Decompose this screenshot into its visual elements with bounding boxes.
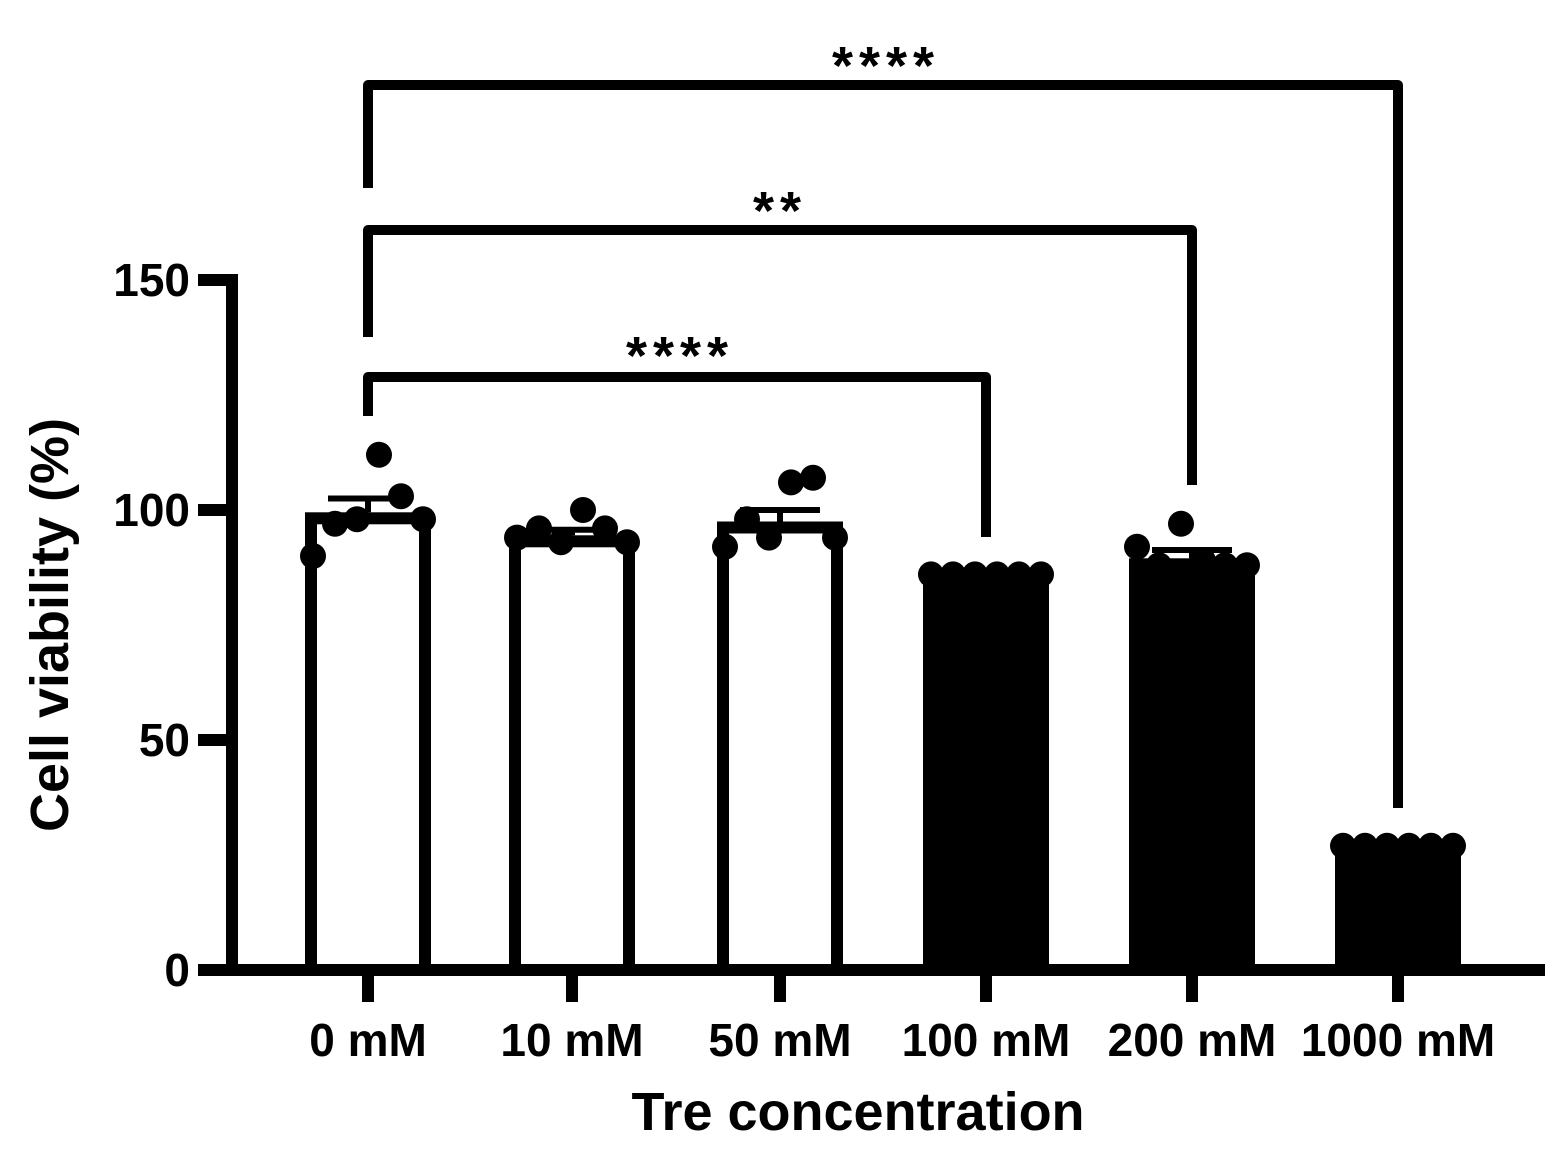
significance-brackets: ********** bbox=[363, 36, 1403, 808]
data-point bbox=[712, 533, 738, 560]
data-point bbox=[1124, 533, 1150, 560]
significance-bracket bbox=[363, 372, 991, 537]
bar-0-mm bbox=[305, 512, 431, 976]
x-tick-label: 50 mM bbox=[708, 1014, 851, 1066]
x-tick-label: 200 mM bbox=[1108, 1014, 1277, 1066]
bar-100-mm bbox=[923, 576, 1049, 976]
data-point bbox=[366, 441, 392, 468]
y-tick-label: 0 bbox=[164, 944, 190, 996]
data-point bbox=[822, 524, 848, 551]
x-tick-label: 100 mM bbox=[902, 1014, 1071, 1066]
significance-label: ** bbox=[753, 181, 807, 241]
data-point bbox=[570, 497, 596, 523]
data-point bbox=[800, 464, 826, 491]
y-tick-label: 150 bbox=[113, 254, 190, 306]
significance-bracket bbox=[363, 80, 1403, 808]
axes: 0 50 100 150 0 mM 10 mM 50 mM 100 mM 200 mM 1000 … bbox=[113, 254, 1545, 1066]
data-point bbox=[1146, 552, 1172, 579]
data-point bbox=[918, 561, 944, 588]
x-tick-label: 1000 mM bbox=[1301, 1014, 1495, 1066]
data-point bbox=[1028, 561, 1054, 588]
error-bars bbox=[328, 495, 1438, 848]
data-point bbox=[778, 469, 804, 496]
bar-50-mm bbox=[717, 521, 843, 976]
y-axis-title: Cell viability (%) bbox=[20, 418, 80, 832]
data-point bbox=[300, 543, 326, 569]
data-point bbox=[1212, 552, 1238, 579]
data-point bbox=[756, 524, 782, 551]
bar-200-mm bbox=[1129, 558, 1255, 976]
data-point bbox=[548, 529, 574, 556]
data-point bbox=[1190, 547, 1216, 574]
data-point bbox=[1440, 832, 1466, 859]
significance-label: **** bbox=[626, 326, 734, 386]
x-tick-label: 0 mM bbox=[309, 1014, 427, 1066]
y-tick-label: 50 bbox=[139, 714, 190, 766]
data-point bbox=[344, 506, 370, 533]
data-point bbox=[1234, 552, 1260, 579]
data-point bbox=[1168, 510, 1194, 537]
significance-bracket bbox=[363, 225, 1197, 485]
data-point bbox=[1330, 832, 1356, 859]
y-tick-label: 100 bbox=[113, 484, 190, 536]
data-points bbox=[300, 441, 1466, 859]
significance-label: **** bbox=[832, 36, 940, 96]
data-point bbox=[410, 506, 436, 533]
data-point bbox=[322, 510, 348, 537]
data-point bbox=[614, 529, 640, 556]
bar-10-mm bbox=[509, 535, 635, 976]
bar-1000-mm bbox=[1335, 845, 1461, 976]
x-tick-label: 10 mM bbox=[500, 1014, 643, 1066]
data-point bbox=[504, 524, 530, 551]
bars bbox=[305, 512, 1461, 976]
x-axis-title: Tre concentration bbox=[631, 1082, 1084, 1142]
